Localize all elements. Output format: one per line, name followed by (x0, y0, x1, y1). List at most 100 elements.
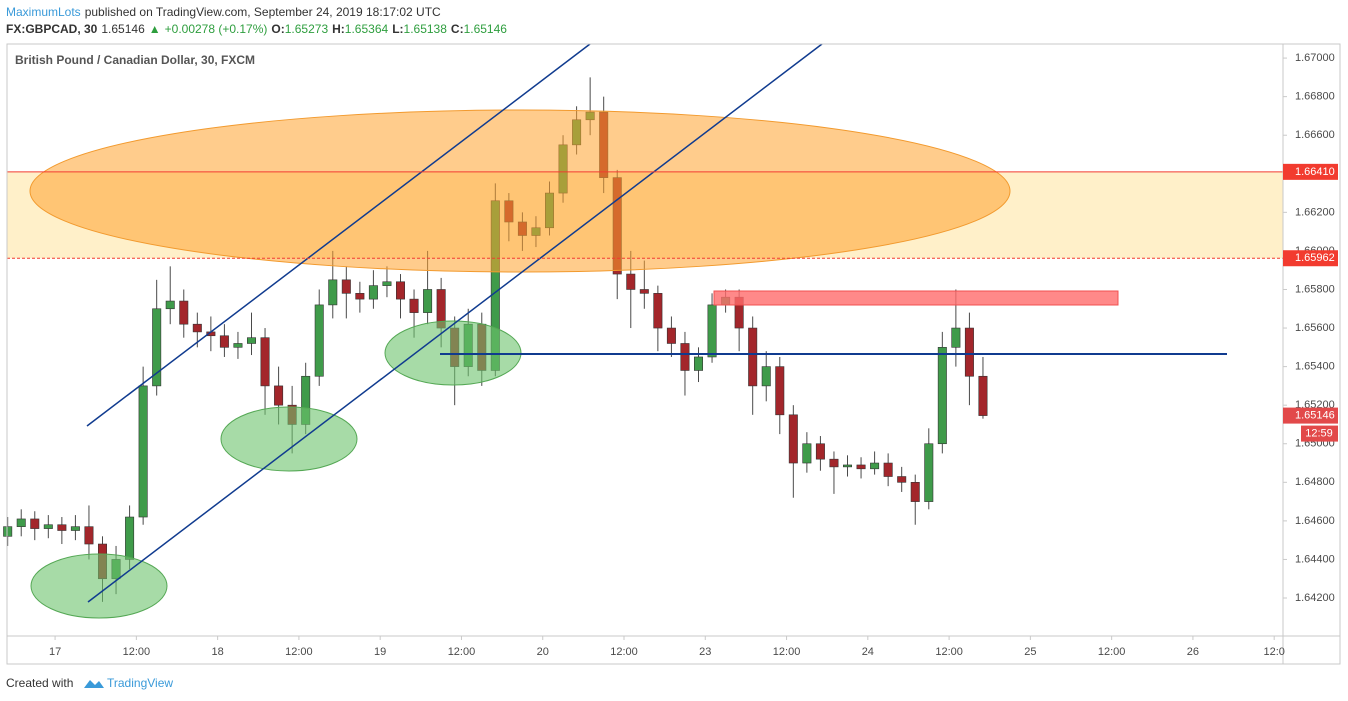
orange-ellipse (29, 109, 1011, 273)
candle-body (233, 343, 243, 348)
x-tick-label: 19 (374, 646, 386, 658)
candle-body (856, 464, 866, 470)
x-tick-label: 12:00 (448, 646, 476, 658)
candle-body (829, 458, 839, 468)
green-ellipse (220, 406, 358, 472)
chart-title: British Pound / Canadian Dollar, 30, FXC… (15, 53, 255, 67)
symbol-info: 1.65364 (344, 22, 389, 36)
candle-body (666, 327, 676, 344)
footer-text: Created with (6, 676, 73, 690)
symbol-info: +0.00278 (+0.17%) (164, 22, 268, 36)
y-tick-label: 1.65800 (1295, 283, 1335, 295)
candle-body (761, 366, 771, 387)
x-tick-label: 12:00 (285, 646, 313, 658)
candle-body (409, 298, 419, 313)
candle-body (219, 335, 229, 348)
candle-body (897, 476, 907, 483)
axes: 1.642001.644001.646001.648001.650001.652… (6, 43, 1341, 665)
x-tick-label: 20 (537, 646, 549, 658)
y-tick-label: 1.64400 (1295, 553, 1335, 565)
author[interactable]: MaximumLots (6, 5, 81, 19)
symbol-info: 1.65146 (463, 22, 507, 36)
last-price-marker (1283, 407, 1338, 424)
publish-line: MaximumLots published on TradingView.com,… (6, 5, 445, 19)
candle-body (341, 279, 351, 294)
candle-body (179, 300, 189, 325)
candle-body (246, 337, 256, 344)
footer: Created with TradingView (6, 676, 173, 690)
symbol-info: H: (332, 22, 345, 36)
candle-body (843, 464, 853, 468)
candle-body (3, 526, 13, 537)
symbol-line: FX:GBPCAD, 30 1.65146 ▲ +0.00278 (+0.17%) O:… (6, 22, 511, 36)
x-tick-label: 26 (1187, 646, 1199, 658)
x-tick-label: 12:00 (773, 646, 801, 658)
frame (6, 43, 1341, 665)
candle-body (951, 327, 961, 348)
candle-body (788, 414, 798, 464)
candle-body (815, 443, 825, 460)
y-tick-label: 1.65600 (1295, 322, 1335, 334)
green-ellipse (30, 553, 168, 619)
candle-body (748, 327, 758, 387)
logo (84, 680, 104, 688)
candle-body (274, 385, 284, 406)
x-tick-label: 25 (1024, 646, 1036, 658)
x-tick-label: 12:00 (935, 646, 963, 658)
price-marker-label: 1.66410 (1295, 166, 1335, 178)
price-marker (1283, 163, 1338, 180)
x-tick-label: 17 (49, 646, 61, 658)
trend-line (86, 43, 591, 427)
candle-body (423, 289, 433, 313)
candle-body (775, 366, 785, 416)
candle-body (802, 443, 812, 464)
candle-body (368, 285, 378, 300)
candle-body (382, 281, 392, 286)
candle-body (937, 347, 947, 445)
footer-brand: TradingView (107, 676, 173, 690)
y-tick-label: 1.64600 (1295, 515, 1335, 527)
x-tick-label: 24 (862, 646, 874, 658)
last-price-label: 1.65146 (1295, 409, 1335, 421)
candle-body (125, 516, 135, 560)
candle-body (355, 293, 365, 300)
candle-body (924, 443, 934, 502)
symbol-info: C: (450, 22, 464, 36)
x-tick-label: 12:00 (610, 646, 638, 658)
candle-body (626, 273, 636, 290)
candle-body (910, 482, 920, 502)
symbol-info: O: (271, 22, 285, 36)
symbol-info: 1.65273 (284, 22, 329, 36)
candle-body (57, 524, 67, 531)
x-tick-label: 18 (212, 646, 224, 658)
x-tick-label: 12:0 (1263, 646, 1284, 658)
candle-body (84, 526, 94, 545)
candle-body (639, 289, 649, 294)
x-tick-label: 12:00 (1098, 646, 1126, 658)
candle-body (680, 343, 690, 371)
resistance-box (713, 290, 1119, 306)
candle-body (707, 304, 717, 358)
candle-body (192, 323, 202, 333)
price-marker (1283, 250, 1338, 267)
candle-body (16, 518, 26, 527)
y-tick-label: 1.66600 (1295, 129, 1335, 141)
candle-body (138, 385, 148, 518)
drawings (7, 43, 1283, 619)
candle-body (43, 524, 53, 529)
x-tick-label: 23 (699, 646, 711, 658)
y-tick-label: 1.64800 (1295, 476, 1335, 488)
candle-body (964, 327, 974, 377)
trend-line (87, 43, 823, 603)
y-tick-label: 1.66200 (1295, 206, 1335, 218)
candle-body (30, 518, 40, 529)
y-tick-label: 1.65400 (1295, 361, 1335, 373)
y-tick-label: 1.67000 (1295, 52, 1335, 64)
candle-body (870, 462, 880, 470)
y-tick-label: 1.64200 (1295, 592, 1335, 604)
candle-body (883, 462, 893, 477)
symbol-info: L: (392, 22, 404, 36)
price-marker-label: 1.65962 (1295, 252, 1335, 264)
